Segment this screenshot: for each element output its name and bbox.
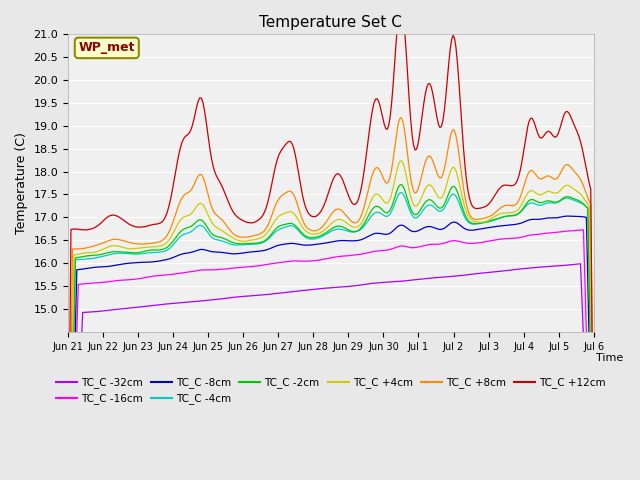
TC_C -16cm (580, 227, 588, 233)
TC_C -2cm (247, 240, 255, 246)
TC_C -2cm (221, 236, 228, 241)
TC_C -2cm (129, 250, 136, 255)
X-axis label: Time: Time (596, 353, 623, 363)
Line: TC_C -2cm: TC_C -2cm (68, 185, 594, 480)
TC_C +12cm (247, 220, 255, 226)
TC_C -2cm (397, 182, 404, 188)
TC_C -4cm (221, 239, 228, 245)
TC_C +8cm (129, 240, 136, 246)
TC_C -4cm (294, 227, 301, 233)
TC_C +12cm (397, 2, 404, 8)
TC_C -2cm (294, 226, 301, 231)
TC_C -4cm (397, 190, 404, 195)
TC_C +4cm (129, 246, 136, 252)
TC_C +12cm (562, 109, 570, 115)
Text: WP_met: WP_met (79, 41, 135, 54)
TC_C +12cm (129, 223, 136, 228)
TC_C +12cm (239, 217, 246, 223)
TC_C -16cm (294, 258, 301, 264)
Line: TC_C -4cm: TC_C -4cm (68, 192, 594, 480)
TC_C +8cm (590, 468, 598, 473)
TC_C -8cm (247, 249, 255, 255)
Line: TC_C +12cm: TC_C +12cm (68, 5, 594, 480)
TC_C -16cm (239, 264, 246, 270)
TC_C +8cm (247, 233, 255, 239)
TC_C -32cm (577, 261, 584, 267)
TC_C -8cm (563, 213, 571, 219)
TC_C -2cm (239, 241, 246, 247)
TC_C +4cm (397, 158, 404, 164)
TC_C -8cm (129, 260, 136, 266)
Line: TC_C -32cm: TC_C -32cm (68, 264, 594, 480)
TC_C -8cm (294, 241, 301, 247)
TC_C +8cm (239, 234, 246, 240)
TC_C +12cm (294, 167, 301, 172)
TC_C +4cm (294, 216, 301, 222)
TC_C +8cm (221, 220, 228, 226)
TC_C -32cm (221, 296, 228, 301)
TC_C -16cm (247, 264, 255, 269)
TC_C -4cm (129, 251, 136, 257)
TC_C -8cm (239, 250, 246, 256)
Line: TC_C +8cm: TC_C +8cm (68, 118, 594, 480)
TC_C -4cm (562, 195, 570, 201)
TC_C +12cm (221, 190, 228, 196)
TC_C -32cm (247, 293, 255, 299)
TC_C -2cm (562, 194, 570, 200)
TC_C +4cm (221, 229, 228, 235)
TC_C -32cm (294, 288, 301, 294)
TC_C -32cm (129, 305, 136, 311)
Line: TC_C +4cm: TC_C +4cm (68, 161, 594, 480)
TC_C -4cm (239, 242, 246, 248)
TC_C -32cm (239, 294, 246, 300)
TC_C +4cm (562, 183, 570, 189)
TC_C -32cm (561, 263, 568, 268)
TC_C -8cm (561, 214, 568, 219)
TC_C -16cm (561, 228, 568, 234)
TC_C -4cm (247, 241, 255, 247)
TC_C +4cm (247, 237, 255, 243)
TC_C +8cm (562, 162, 570, 168)
TC_C -16cm (221, 266, 228, 272)
Title: Temperature Set C: Temperature Set C (259, 15, 403, 30)
TC_C -8cm (221, 250, 228, 256)
TC_C +8cm (294, 203, 301, 209)
TC_C -16cm (129, 276, 136, 282)
Legend: TC_C -32cm, TC_C -16cm, TC_C -8cm, TC_C -4cm, TC_C -2cm, TC_C +4cm, TC_C +8cm, T: TC_C -32cm, TC_C -16cm, TC_C -8cm, TC_C … (52, 373, 610, 408)
Line: TC_C -16cm: TC_C -16cm (68, 230, 594, 480)
TC_C +4cm (239, 238, 246, 244)
Line: TC_C -8cm: TC_C -8cm (68, 216, 594, 480)
TC_C +8cm (397, 115, 404, 120)
Y-axis label: Temperature (C): Temperature (C) (15, 132, 28, 234)
